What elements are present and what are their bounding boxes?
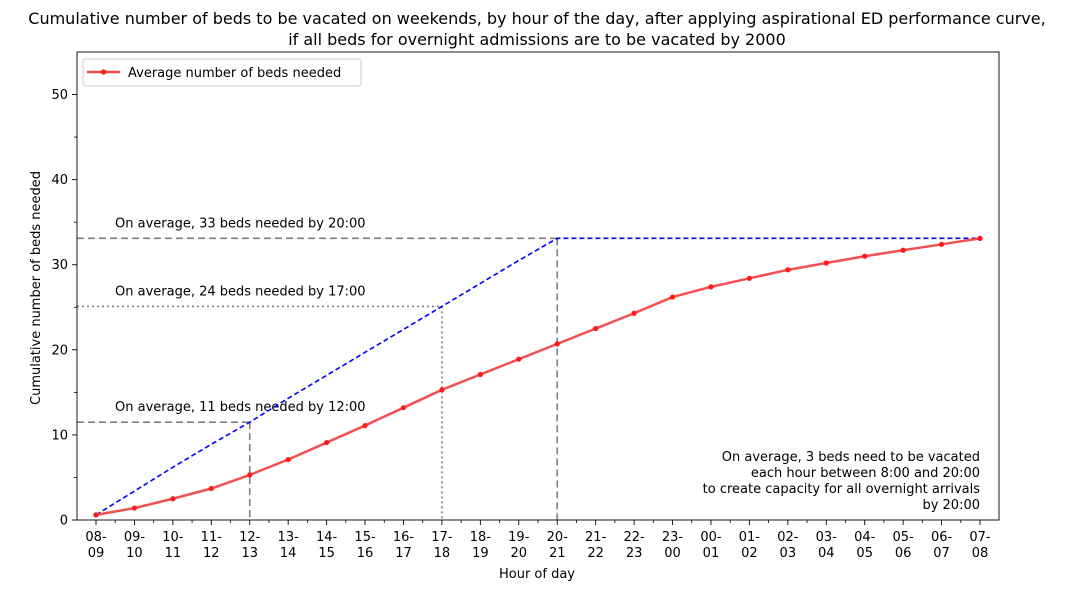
series-line-0 xyxy=(95,237,981,517)
note-line-1: each hour between 8:00 and 20:00 xyxy=(751,466,980,481)
data-point-13 xyxy=(593,325,599,332)
x-tick-label-14-a: 22- xyxy=(623,530,645,545)
plot-area: On average, 33 beds needed by 20:00 On av… xyxy=(51,51,1000,561)
data-point-8 xyxy=(400,405,407,411)
data-point-7 xyxy=(362,422,368,429)
x-axis-label: Hour of day xyxy=(499,567,575,582)
x-tick-label-13-b: 22 xyxy=(587,546,604,561)
y-tick-label-0: 0 xyxy=(60,514,68,529)
target-line xyxy=(95,237,980,516)
x-tick-label-12-a: 20- xyxy=(547,530,569,545)
x-tick-label-3-a: 11- xyxy=(201,530,223,545)
reference-label-2: On average, 11 beds needed by 12:00 xyxy=(115,400,366,415)
x-tick-label-13-a: 21- xyxy=(585,530,607,545)
x-tick-label-23-a: 07- xyxy=(969,530,991,545)
x-tick-label-10-a: 18- xyxy=(470,530,492,545)
data-point-9 xyxy=(439,387,445,393)
x-tick-label-19-a: 03- xyxy=(816,530,838,545)
data-point-11 xyxy=(516,356,522,362)
x-tick-label-4-b: 13 xyxy=(241,546,258,561)
x-tick-label-15-a: 23- xyxy=(662,530,684,545)
data-point-1 xyxy=(131,505,138,511)
x-tick-label-11-b: 20 xyxy=(511,546,528,561)
data-point-5 xyxy=(285,456,291,463)
x-tick-label-7-b: 16 xyxy=(357,546,374,561)
x-tick-label-16-b: 01 xyxy=(703,546,720,561)
chart-title-line-1: Cumulative number of beds to be vacated … xyxy=(28,9,1045,28)
x-tick-label-14-b: 23 xyxy=(626,546,643,561)
x-tick-label-2-b: 11 xyxy=(165,546,182,561)
x-tick-label-0-b: 09 xyxy=(88,546,105,561)
x-tick-label-6-b: 15 xyxy=(318,546,335,561)
x-tick-label-9-b: 18 xyxy=(434,546,451,561)
reference-label-1: On average, 24 beds needed by 17:00 xyxy=(115,284,366,299)
x-tick-label-0-a: 08- xyxy=(85,530,107,545)
data-point-16 xyxy=(708,284,714,290)
x-tick-label-10-b: 19 xyxy=(472,546,489,561)
note-line-2: to create capacity for all overnight arr… xyxy=(703,482,981,497)
reference-label-0: On average, 33 beds needed by 20:00 xyxy=(115,216,366,231)
x-tick-label-1-a: 09- xyxy=(124,530,146,545)
x-tick-label-22-b: 07 xyxy=(933,546,950,561)
x-tick-label-12-b: 21 xyxy=(549,546,566,561)
x-tick-label-22-a: 06- xyxy=(931,530,953,545)
x-tick-label-17-b: 02 xyxy=(741,546,758,561)
x-tick-label-16-a: 00- xyxy=(700,530,722,545)
data-point-23 xyxy=(977,235,983,241)
x-tick-label-7-a: 15- xyxy=(354,530,376,545)
data-point-22 xyxy=(938,241,945,247)
data-point-19 xyxy=(823,260,829,266)
x-tick-label-17-a: 01- xyxy=(739,530,761,545)
y-tick-label-1: 10 xyxy=(51,428,68,443)
note-line-0: On average, 3 beds need to be vacated xyxy=(722,450,980,465)
y-tick-label-2: 20 xyxy=(51,343,68,358)
data-point-12 xyxy=(554,341,560,347)
note-line-3: by 20:00 xyxy=(922,498,980,513)
data-point-21 xyxy=(900,247,906,253)
x-tick-label-1-b: 10 xyxy=(126,546,143,561)
x-tick-label-3-b: 12 xyxy=(203,546,220,561)
y-tick-label-3: 30 xyxy=(51,258,68,273)
legend-swatch-marker xyxy=(100,69,107,75)
x-tick-label-15-b: 00 xyxy=(664,546,681,561)
x-tick-label-9-a: 17- xyxy=(431,530,453,545)
x-tick-label-6-a: 14- xyxy=(316,530,338,545)
x-tick-label-5-b: 14 xyxy=(280,546,297,561)
x-tick-label-4-a: 12- xyxy=(239,530,261,545)
x-tick-label-23-b: 08 xyxy=(972,546,989,561)
x-tick-label-8-a: 16- xyxy=(393,530,415,545)
x-tick-label-11-a: 19- xyxy=(508,530,530,545)
data-point-15 xyxy=(669,294,676,300)
x-tick-label-18-a: 02- xyxy=(777,530,799,545)
data-point-6 xyxy=(324,439,330,446)
y-tick-label-5: 50 xyxy=(51,88,68,103)
data-point-14 xyxy=(631,310,637,316)
x-tick-label-5-a: 13- xyxy=(278,530,300,545)
y-tick-label-4: 40 xyxy=(51,173,68,188)
legend-box xyxy=(82,58,362,87)
data-point-20 xyxy=(862,253,868,259)
x-tick-label-2-a: 10- xyxy=(162,530,184,545)
data-point-2 xyxy=(170,496,176,502)
data-point-10 xyxy=(477,371,483,378)
chart-title-line-2: if all beds for overnight admissions are… xyxy=(288,30,786,49)
data-point-4 xyxy=(247,472,253,478)
x-tick-label-21-a: 05- xyxy=(893,530,915,545)
y-axis-label: Cumulative number of beds needed xyxy=(29,171,44,405)
data-point-17 xyxy=(746,275,752,281)
legend-label: Average number of beds needed xyxy=(128,66,341,81)
data-point-3 xyxy=(208,485,214,492)
data-point-18 xyxy=(785,267,791,273)
data-point-0 xyxy=(93,512,99,518)
x-tick-label-8-b: 17 xyxy=(395,546,412,561)
x-tick-label-21-b: 06 xyxy=(895,546,912,561)
x-tick-label-20-a: 04- xyxy=(854,530,876,545)
x-tick-label-18-b: 03 xyxy=(780,546,797,561)
x-tick-label-19-b: 04 xyxy=(818,546,835,561)
x-tick-label-20-b: 05 xyxy=(856,546,873,561)
